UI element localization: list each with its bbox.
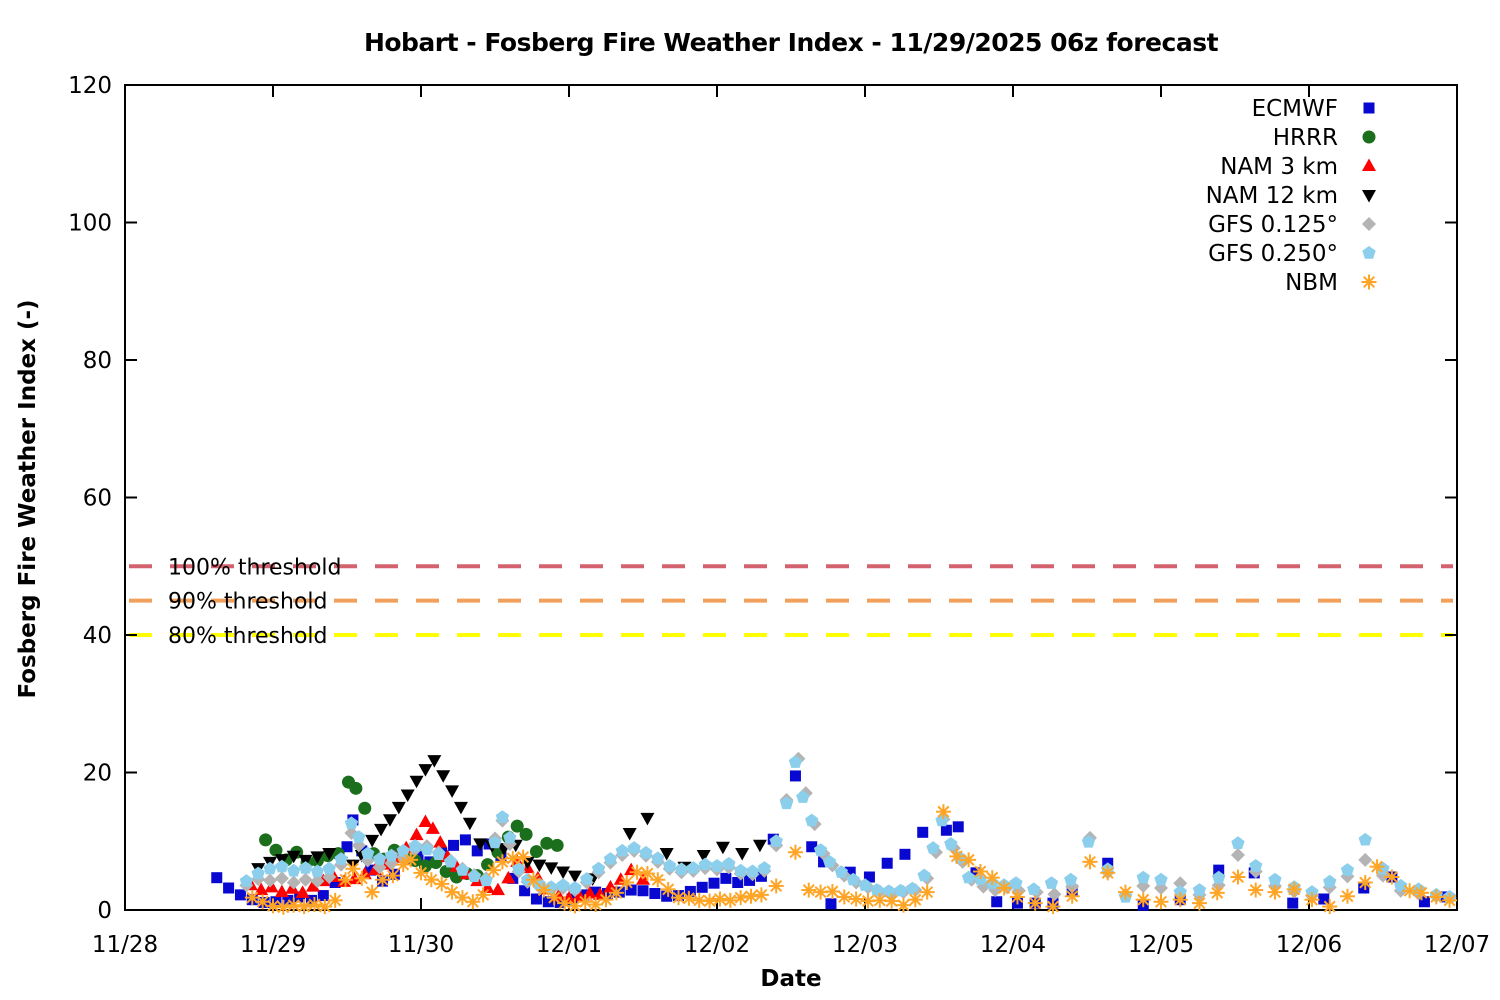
legend-item-ecmwf: ECMWF bbox=[1252, 96, 1375, 122]
y-axis-label: Fosberg Fire Weather Index (-) bbox=[15, 299, 41, 699]
y-tick-label: 120 bbox=[68, 73, 112, 99]
threshold-label: 100% threshold bbox=[168, 555, 342, 580]
legend-label: ECMWF bbox=[1252, 96, 1338, 122]
y-tick-label: 100 bbox=[68, 211, 112, 237]
y-tick-label: 80 bbox=[83, 348, 112, 374]
legend-label: HRRR bbox=[1273, 125, 1338, 151]
axes: 11/28 11/29 11/30 12/01 12/02 12/03 12/04 12/05… bbox=[68, 73, 1490, 958]
y-tick-label: 20 bbox=[83, 761, 112, 787]
threshold-label: 90% threshold bbox=[168, 590, 328, 615]
legend-item-nbm: NBM bbox=[1285, 270, 1377, 296]
legend-item-hrrr: HRRR bbox=[1273, 125, 1376, 151]
threshold-lines: 100% threshold 90% threshold 80% threshold bbox=[129, 555, 1453, 649]
x-tick-label: 12/02 bbox=[684, 932, 750, 958]
x-tick-label: 11/28 bbox=[92, 932, 158, 958]
threshold-label: 80% threshold bbox=[168, 624, 328, 649]
legend-label: GFS 0.250° bbox=[1208, 241, 1338, 267]
legend-label: NAM 12 km bbox=[1206, 183, 1338, 209]
x-tick-label: 12/05 bbox=[1128, 932, 1194, 958]
legend-label: NAM 3 km bbox=[1220, 154, 1338, 180]
x-tick-label: 11/30 bbox=[388, 932, 454, 958]
series-nbm bbox=[244, 804, 1458, 915]
x-tick-label: 12/01 bbox=[536, 932, 602, 958]
y-tick-label: 40 bbox=[83, 623, 112, 649]
y-tick-label: 0 bbox=[97, 898, 112, 924]
x-axis-label: Date bbox=[760, 966, 822, 992]
x-tick-label: 12/03 bbox=[832, 932, 898, 958]
legend-item-nam-12-km: NAM 12 km bbox=[1206, 183, 1376, 209]
chart-title: Hobart - Fosberg Fire Weather Index - 11… bbox=[363, 28, 1219, 57]
x-tick-label: 12/04 bbox=[980, 932, 1046, 958]
legend-label: GFS 0.125° bbox=[1208, 212, 1338, 238]
legend-label: NBM bbox=[1285, 270, 1338, 296]
legend-item-nam-3-km: NAM 3 km bbox=[1220, 154, 1376, 180]
x-tick-label: 12/07 bbox=[1424, 932, 1490, 958]
x-tick-label: 12/06 bbox=[1276, 932, 1342, 958]
series-gfs-0-250 bbox=[239, 755, 1457, 903]
legend-item-gfs-0-125: GFS 0.125° bbox=[1208, 212, 1376, 238]
y-tick-label: 60 bbox=[83, 486, 112, 512]
legend: ECMWF HRRR NAM 3 km NAM 12 km GFS 0.125° GFS … bbox=[1206, 96, 1377, 296]
legend-item-gfs-0-250: GFS 0.250° bbox=[1208, 241, 1376, 267]
x-tick-label: 11/29 bbox=[240, 932, 306, 958]
